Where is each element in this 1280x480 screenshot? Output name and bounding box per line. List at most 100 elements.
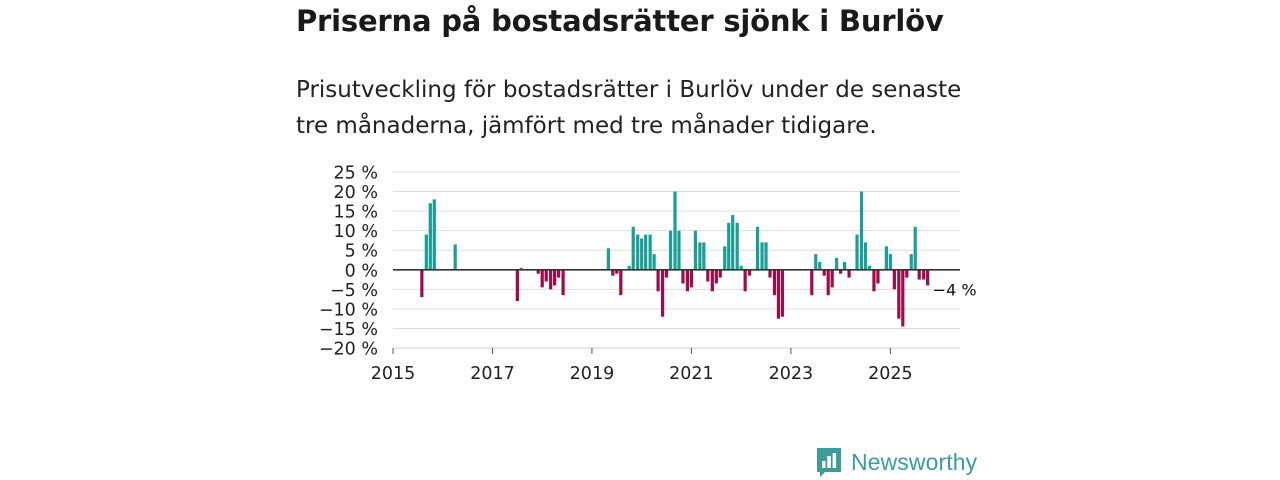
y-tick-label: −5 %: [330, 281, 378, 301]
brand-logo: Newsworthy: [815, 446, 977, 478]
bar-positive: [453, 244, 457, 270]
bar-positive: [867, 265, 872, 270]
bar-positive: [739, 265, 743, 270]
bar-negative: [420, 269, 424, 298]
bar-negative: [872, 269, 876, 292]
y-tick-label: −15 %: [319, 320, 378, 340]
bar-positive: [735, 222, 739, 270]
bar-positive: [693, 230, 697, 270]
bar-negative: [892, 269, 896, 290]
bar-negative: [706, 269, 710, 282]
bar-positive: [843, 261, 847, 270]
bar-positive: [428, 203, 432, 270]
bar-positive: [644, 234, 648, 270]
bar-negative: [748, 269, 752, 276]
bar-positive: [432, 199, 436, 270]
bar-negative: [876, 269, 880, 284]
last-value-label: −4 %: [933, 280, 977, 299]
x-tick-label: 2017: [470, 364, 515, 384]
bar-positive: [859, 191, 864, 270]
bar-positive: [764, 242, 768, 270]
bar-negative: [822, 269, 826, 276]
bar-negative: [901, 269, 905, 327]
bar-negative: [557, 269, 561, 278]
bar-negative: [540, 269, 544, 288]
bar-negative: [830, 269, 834, 288]
bar-positive: [519, 267, 523, 270]
bar-negative: [611, 269, 615, 276]
bar-positive: [888, 254, 892, 270]
chart-subtitle: Prisutveckling för bostadsrätter i Burlö…: [296, 77, 962, 139]
bar-negative: [905, 269, 909, 278]
bar-negative: [718, 269, 722, 278]
bar-positive: [884, 246, 888, 270]
bar-negative: [714, 269, 718, 284]
y-tick-label: 20 %: [334, 183, 378, 203]
bar-negative: [710, 269, 714, 292]
bar-negative: [926, 269, 930, 286]
y-tick-label: 10 %: [334, 222, 378, 242]
y-tick-label: −20 %: [319, 340, 378, 360]
y-tick-label: 25 %: [334, 164, 378, 184]
x-tick-label: 2015: [371, 364, 416, 384]
y-tick-label: 5 %: [345, 242, 378, 262]
bar-negative: [780, 269, 785, 317]
bar-negative: [660, 269, 665, 317]
x-tick-label: 2023: [769, 364, 814, 384]
bar-negative: [685, 269, 690, 292]
bar-positive: [668, 230, 673, 270]
bar-negative: [681, 269, 685, 284]
chart-bubble-icon: [817, 448, 841, 477]
bar-positive: [755, 226, 760, 270]
bar-negative: [810, 269, 814, 296]
bar-positive: [818, 261, 822, 270]
bar-positive: [673, 191, 677, 270]
bar-positive: [913, 226, 917, 270]
bar-positive: [631, 226, 635, 270]
bar-positive: [909, 254, 913, 270]
bar-negative: [839, 269, 843, 274]
bar-negative: [922, 269, 926, 280]
bar-negative: [536, 269, 540, 274]
bar-negative: [544, 269, 548, 282]
bar-positive: [606, 248, 610, 270]
bar-positive: [723, 246, 727, 270]
x-tick-label: 2021: [669, 364, 714, 384]
bar-positive: [652, 254, 656, 270]
bar-positive: [640, 238, 644, 270]
bar-positive: [863, 242, 868, 270]
bar-negative: [768, 269, 772, 278]
bar-negative: [743, 269, 747, 292]
y-tick-label: −10 %: [319, 300, 378, 320]
bar-negative: [553, 269, 557, 286]
bar-negative: [689, 269, 694, 288]
bar-negative: [772, 269, 777, 296]
bar-positive: [835, 258, 839, 270]
bar-positive: [677, 230, 681, 270]
bar-negative: [826, 269, 830, 296]
bar-positive: [698, 242, 702, 270]
bar-negative: [917, 269, 921, 280]
brand-name: Newsworthy: [851, 448, 978, 475]
chart-title: Priserna på bostadsrätter sjönk i Burlöv: [296, 4, 944, 38]
bar-positive: [627, 265, 631, 270]
bar-negative: [897, 269, 901, 319]
bar-positive: [731, 215, 735, 270]
bar-positive: [648, 234, 652, 270]
x-tick-label: 2025: [868, 364, 913, 384]
bar-negative: [776, 269, 781, 319]
bar-negative: [847, 269, 851, 278]
x-tick-label: 2019: [570, 364, 615, 384]
bar-negative: [615, 269, 619, 274]
bar-positive: [702, 242, 706, 270]
y-tick-label: 0 %: [345, 261, 378, 281]
bar-positive: [424, 234, 428, 270]
bar-positive: [814, 254, 818, 270]
bar-negative: [549, 269, 553, 290]
y-tick-label: 15 %: [334, 203, 378, 223]
bar-negative: [664, 269, 669, 278]
bar-positive: [855, 234, 859, 270]
bar-chart: 25 %20 %15 %10 %5 %0 %−5 %−10 %−15 %−20 …: [319, 164, 977, 385]
bar-positive: [727, 222, 731, 270]
bar-positive: [636, 234, 640, 270]
